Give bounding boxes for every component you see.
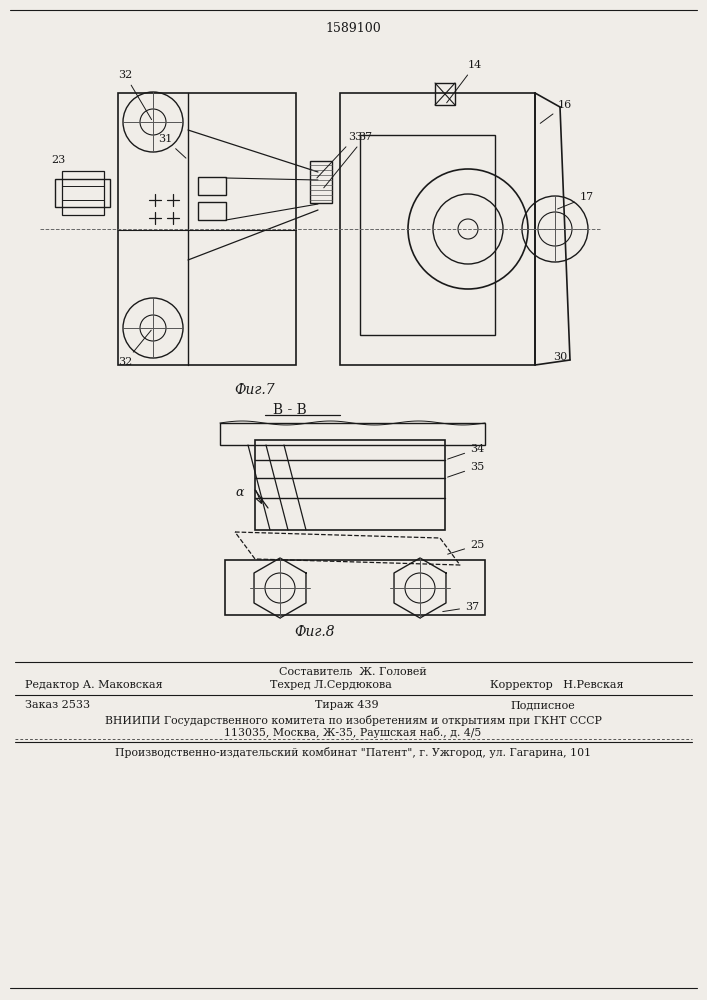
Text: Заказ 2533: Заказ 2533 <box>25 700 90 710</box>
Bar <box>310 161 332 203</box>
Text: 31: 31 <box>158 134 186 158</box>
Text: 34: 34 <box>448 444 484 459</box>
Text: 33: 33 <box>317 132 362 178</box>
Text: Редактор А. Маковская: Редактор А. Маковская <box>25 680 163 690</box>
Bar <box>220 423 485 445</box>
Text: 14: 14 <box>447 60 482 103</box>
Text: 32: 32 <box>118 70 151 120</box>
Text: 37: 37 <box>324 132 372 188</box>
Text: 23: 23 <box>51 155 65 165</box>
Text: 16: 16 <box>540 100 572 123</box>
Bar <box>198 202 226 220</box>
Bar <box>198 177 226 195</box>
Text: Техред Л.Сердюкова: Техред Л.Сердюкова <box>270 680 392 690</box>
Bar <box>255 440 445 530</box>
Text: 32: 32 <box>118 330 151 367</box>
Text: 17: 17 <box>558 192 594 209</box>
Bar <box>118 93 296 365</box>
Text: Производственно-издательский комбинат "Патент", г. Ужгород, ул. Гагарина, 101: Производственно-издательский комбинат "П… <box>115 746 591 758</box>
Text: Фиг.8: Фиг.8 <box>295 625 335 639</box>
Text: Фиг.7: Фиг.7 <box>235 383 275 397</box>
Bar <box>360 135 495 335</box>
Text: Составитель  Ж. Головей: Составитель Ж. Головей <box>279 667 427 677</box>
Bar <box>62 171 104 215</box>
Text: 1589100: 1589100 <box>325 21 381 34</box>
Text: 37: 37 <box>443 602 479 612</box>
Text: Подписное: Подписное <box>510 700 575 710</box>
Bar <box>225 560 485 615</box>
Bar <box>340 93 535 365</box>
Bar <box>55 179 110 207</box>
Text: В - В: В - В <box>273 403 307 417</box>
Text: 113035, Москва, Ж-35, Раушская наб., д. 4/5: 113035, Москва, Ж-35, Раушская наб., д. … <box>224 726 481 738</box>
Text: 25: 25 <box>448 540 484 554</box>
Text: 35: 35 <box>448 462 484 477</box>
Text: Корректор   Н.Ревская: Корректор Н.Ревская <box>490 680 624 690</box>
Text: Тираж 439: Тираж 439 <box>315 700 379 710</box>
Text: 30: 30 <box>553 352 567 362</box>
Text: ВНИИПИ Государственного комитета по изобретениям и открытиям при ГКНТ СССР: ВНИИПИ Государственного комитета по изоб… <box>105 714 602 726</box>
Bar <box>435 83 455 105</box>
Text: α: α <box>235 486 244 498</box>
